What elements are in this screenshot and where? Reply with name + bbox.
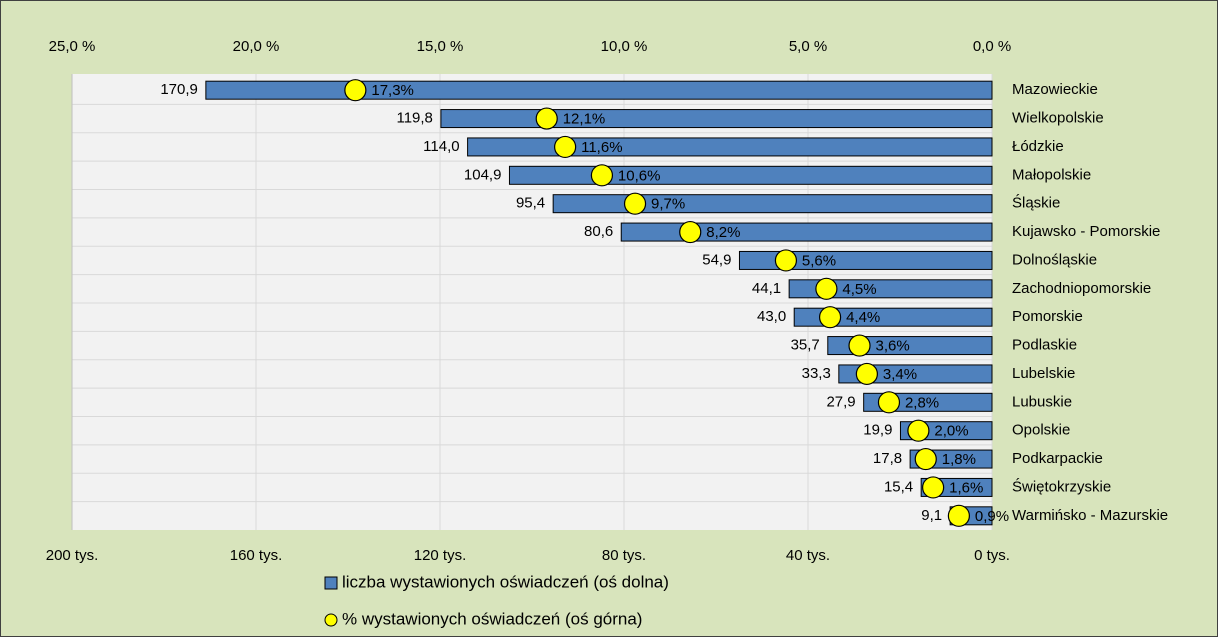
dot-value-label: 10,6% [618,167,661,184]
dot-value-label: 0,9% [975,508,1009,525]
bar [440,109,993,129]
dot [774,249,798,272]
x-tick-label: 0 tys. [974,547,1010,564]
x-tick-label: 40 tys. [786,547,830,564]
dot [947,504,970,527]
dot-value-label: 5,6% [802,252,836,269]
dot-value-label: 11,6% [581,139,622,156]
x2-tick-label: 0,0 % [973,38,1011,55]
dot-value-label: 1,8% [942,451,976,468]
bar-value-label: 9,1 [921,507,942,524]
bar [793,307,993,327]
category-label: Wielkopolskie [1012,110,1104,127]
bar-value-label: 95,4 [516,195,545,212]
category-label: Podkarpackie [1012,450,1103,467]
bar-value-label: 80,6 [584,223,613,240]
legend-label: % wystawionych oświadczeń (oś górna) [342,609,642,628]
category-label: Opolskie [1012,422,1070,439]
dot-value-label: 9,7% [651,196,685,213]
bar [508,165,993,185]
dot-value-label: 4,4% [846,309,880,326]
x-tick-label: 160 tys. [230,547,283,564]
dot-value-label: 1,6% [949,479,983,496]
category-label: Łódzkie [1012,138,1064,155]
x2-tick-label: 10,0 % [601,38,648,55]
bar [738,250,993,270]
bar [552,194,993,214]
legend-symbol [324,576,338,590]
dot-value-label: 12,1% [563,111,606,128]
dot [818,306,842,329]
dot-value-label: 8,2% [706,224,740,241]
category-label: Śląskie [1012,194,1060,212]
bar [467,137,993,157]
bar-value-label: 43,0 [757,308,786,325]
category-label: Małopolskie [1012,166,1091,183]
category-label: Kujawsko - Pomorskie [1012,223,1160,240]
bar [620,222,993,242]
bar-value-label: 15,4 [884,478,913,495]
bar-value-label: 19,9 [863,422,892,439]
dot-value-label: 17,3% [371,82,414,99]
dot-value-label: 2,8% [905,394,939,411]
bar [788,279,993,299]
dot [914,447,937,471]
dot [907,419,930,442]
bar-value-label: 33,3 [802,365,831,382]
legend-label: liczba wystawionych oświadczeń (oś dolna… [342,572,669,591]
dot-value-label: 3,6% [876,338,910,355]
bar-value-label: 44,1 [752,280,781,297]
bar-value-label: 119,8 [396,110,432,127]
bar-value-label: 114,0 [423,138,459,155]
dot-value-label: 3,4% [883,366,917,383]
bar-value-label: 54,9 [702,251,731,268]
dot [815,277,838,300]
dot [855,362,878,386]
bar [838,364,993,384]
bar-value-label: 35,7 [791,337,820,354]
category-label: Mazowieckie [1012,81,1098,98]
x2-tick-label: 20,0 % [233,38,280,55]
dot [590,164,614,187]
x-tick-label: 120 tys. [414,547,467,564]
category-label: Zachodniopomorskie [1012,280,1151,297]
category-label: Lubelskie [1012,365,1075,382]
x2-tick-label: 5,0 % [789,38,827,55]
x-tick-label: 80 tys. [602,547,646,564]
bar [205,80,993,100]
bar-value-label: 170,9 [160,81,198,98]
dot [623,192,647,215]
category-label: Lubuskie [1012,393,1072,410]
dot [877,391,901,414]
x-tick-label: 200 tys. [46,547,99,564]
dot-value-label: 4,5% [842,281,876,298]
bar-value-label: 17,8 [873,450,902,467]
category-label: Warmińsko - Mazurskie [1012,507,1168,524]
category-label: Świętokrzyskie [1012,477,1111,495]
dot [344,79,367,102]
x2-tick-label: 15,0 % [417,38,464,55]
dot-value-label: 2,0% [934,423,968,440]
dot [679,220,702,244]
legend-symbol [324,613,338,627]
x2-tick-label: 25,0 % [49,38,96,55]
category-label: Podlaskie [1012,337,1077,354]
category-label: Pomorskie [1012,308,1083,325]
category-label: Dolnośląskie [1012,251,1097,268]
dot [922,476,945,499]
bar-value-label: 104,9 [464,166,502,183]
dot [535,107,558,130]
dot [554,135,577,159]
bar-value-label: 27,9 [826,393,855,410]
dot [848,334,871,357]
